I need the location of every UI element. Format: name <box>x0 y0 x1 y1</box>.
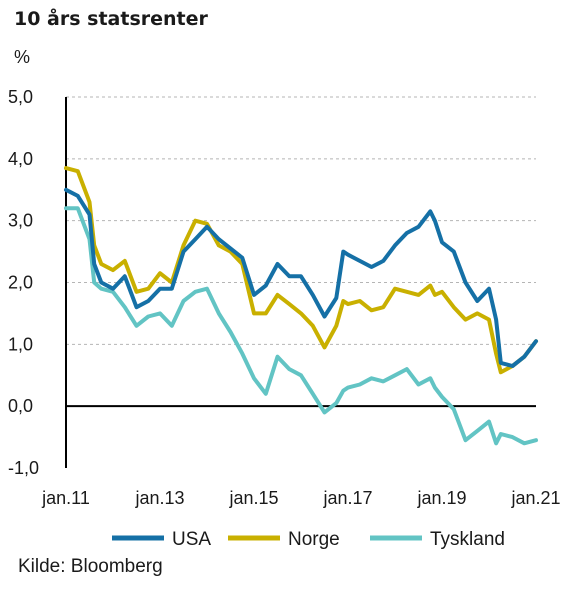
x-tick-label: jan.15 <box>228 488 278 508</box>
x-tick-label: jan.17 <box>322 488 372 508</box>
series-line-usa <box>64 187 538 368</box>
x-tick-label: jan.21 <box>510 488 560 508</box>
y-tick-label: 5,0 <box>8 87 33 107</box>
series-line-tyskland <box>64 206 538 446</box>
x-axis: jan.11 jan.13 jan.15 jan.17 jan.19 jan.21 <box>41 488 560 508</box>
line-chart: %5,04,03,02,01,00,0-1,0 jan.11 jan.13 jan.… <box>8 47 561 550</box>
x-tick-label: jan.19 <box>416 488 466 508</box>
y-tick-label: -1,0 <box>8 458 39 478</box>
legend: USA Norge Tyskland <box>112 529 505 550</box>
y-axis-unit-label: % <box>14 47 30 67</box>
y-tick-label: 1,0 <box>8 334 33 354</box>
y-tick-label: 2,0 <box>8 273 33 293</box>
y-axis: % 5,0 4,0 3,0 2,0 1,0 0,0 -1,0 <box>8 47 67 478</box>
y-tick-label: 4,0 <box>8 149 33 169</box>
y-tick-label: 3,0 <box>8 211 33 231</box>
legend-label-usa: USA <box>172 529 211 550</box>
series-lines <box>64 166 538 446</box>
x-tick-label: jan.13 <box>134 488 184 508</box>
x-tick-label: jan.11 <box>41 488 90 508</box>
legend-label-tyskland: Tyskland <box>430 529 505 550</box>
y-tick-label: 0,0 <box>8 396 33 416</box>
series-line-norge <box>64 166 538 375</box>
legend-label-norge: Norge <box>288 529 340 550</box>
chart-title: 10 års statsrenter <box>14 8 208 30</box>
source-note: Kilde: Bloomberg <box>18 556 163 577</box>
gridlines <box>66 96 536 408</box>
